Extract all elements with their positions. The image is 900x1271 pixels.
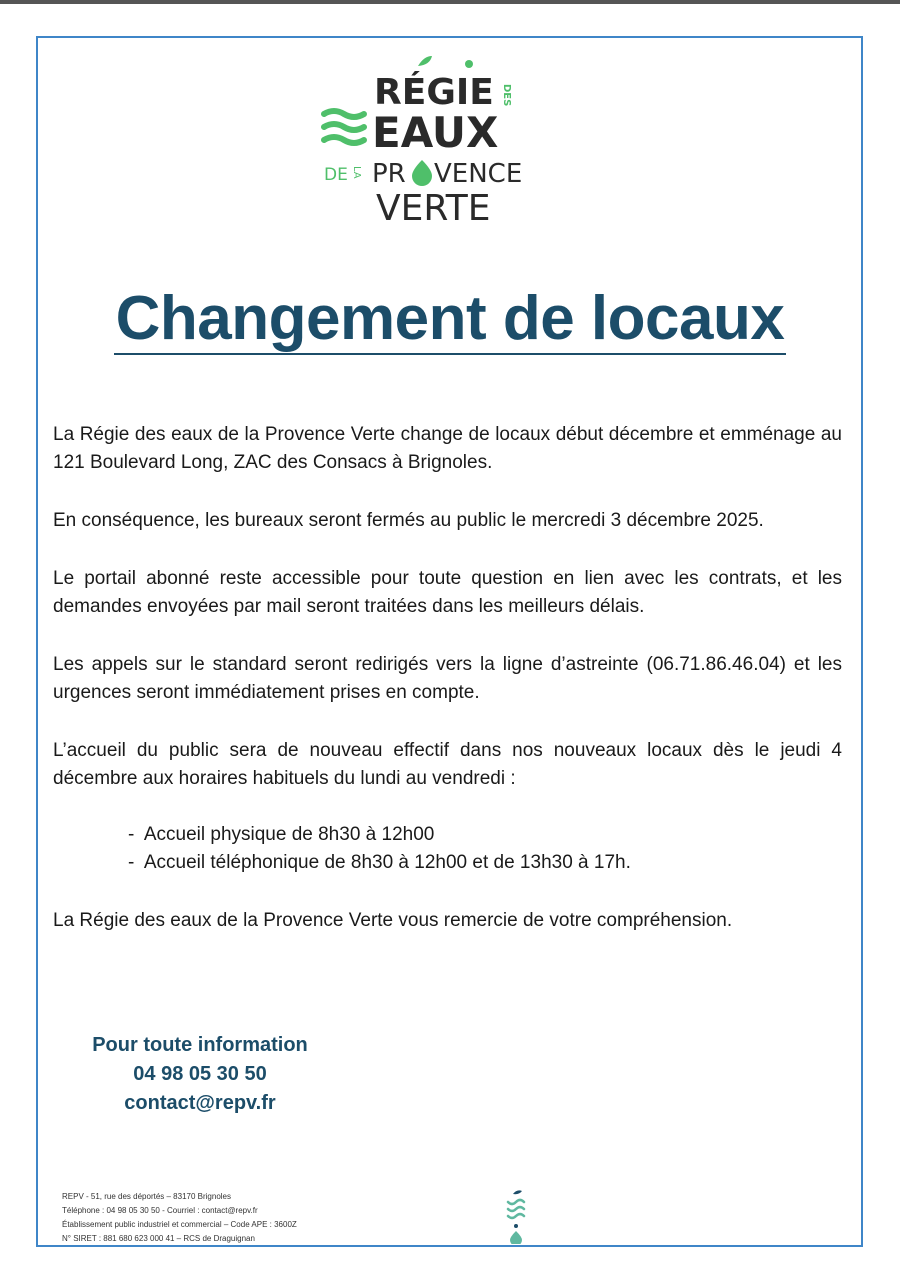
footer-address: REPV - 51, rue des déportés – 83170 Brig… bbox=[62, 1190, 297, 1246]
hours-list: Accueil physique de 8h30 à 12h00 Accueil… bbox=[53, 821, 842, 877]
logo-mark-icon bbox=[506, 1190, 526, 1244]
list-item: Accueil téléphonique de 8h30 à 12h00 et … bbox=[128, 849, 842, 877]
svg-text:LA: LA bbox=[351, 166, 362, 179]
footer-line: N° SIRET : 881 680 623 000 41 – RCS de D… bbox=[62, 1234, 255, 1243]
svg-text:VERTE: VERTE bbox=[376, 188, 491, 227]
closing: La Régie des eaux de la Provence Verte v… bbox=[53, 910, 733, 931]
scan-edge bbox=[0, 0, 900, 4]
svg-text:VENCE: VENCE bbox=[434, 159, 522, 189]
contact-email: contact@repv.fr bbox=[124, 1092, 276, 1114]
footer-line: REPV - 51, rue des déportés – 83170 Brig… bbox=[62, 1192, 231, 1201]
contact-block: Pour toute information 04 98 05 30 50 co… bbox=[60, 1031, 340, 1118]
paragraph: La Régie des eaux de la Provence Verte c… bbox=[53, 424, 842, 473]
contact-heading: Pour toute information bbox=[92, 1034, 308, 1056]
page-title: Changement de locaux bbox=[0, 283, 900, 355]
paragraph: L’accueil du public sera de nouveau effe… bbox=[53, 740, 842, 789]
contact-phone: 04 98 05 30 50 bbox=[133, 1063, 267, 1085]
svg-text:DE: DE bbox=[324, 165, 348, 185]
paragraph: Les appels sur le standard seront rediri… bbox=[53, 654, 842, 703]
list-item: Accueil physique de 8h30 à 12h00 bbox=[128, 821, 842, 849]
svg-text:DES: DES bbox=[501, 84, 512, 106]
footer-line: Établissement public industriel et comme… bbox=[62, 1220, 297, 1229]
regie-des-eaux-logo: RÉGIE DES EAUX DE LA PR VENCE VERTE bbox=[321, 56, 522, 227]
svg-text:RÉGIE: RÉGIE bbox=[374, 71, 494, 113]
page-border bbox=[36, 36, 863, 1247]
title-text: Changement de locaux bbox=[113, 284, 787, 355]
svg-text:EAUX: EAUX bbox=[372, 108, 498, 157]
paragraph: En conséquence, les bureaux seront fermé… bbox=[53, 510, 764, 531]
footer-line: Téléphone : 04 98 05 30 50 - Courriel : … bbox=[62, 1206, 258, 1215]
paragraph: Le portail abonné reste accessible pour … bbox=[53, 568, 842, 617]
svg-text:PR: PR bbox=[372, 159, 406, 189]
notice-body: La Régie des eaux de la Provence Verte c… bbox=[53, 421, 842, 965]
